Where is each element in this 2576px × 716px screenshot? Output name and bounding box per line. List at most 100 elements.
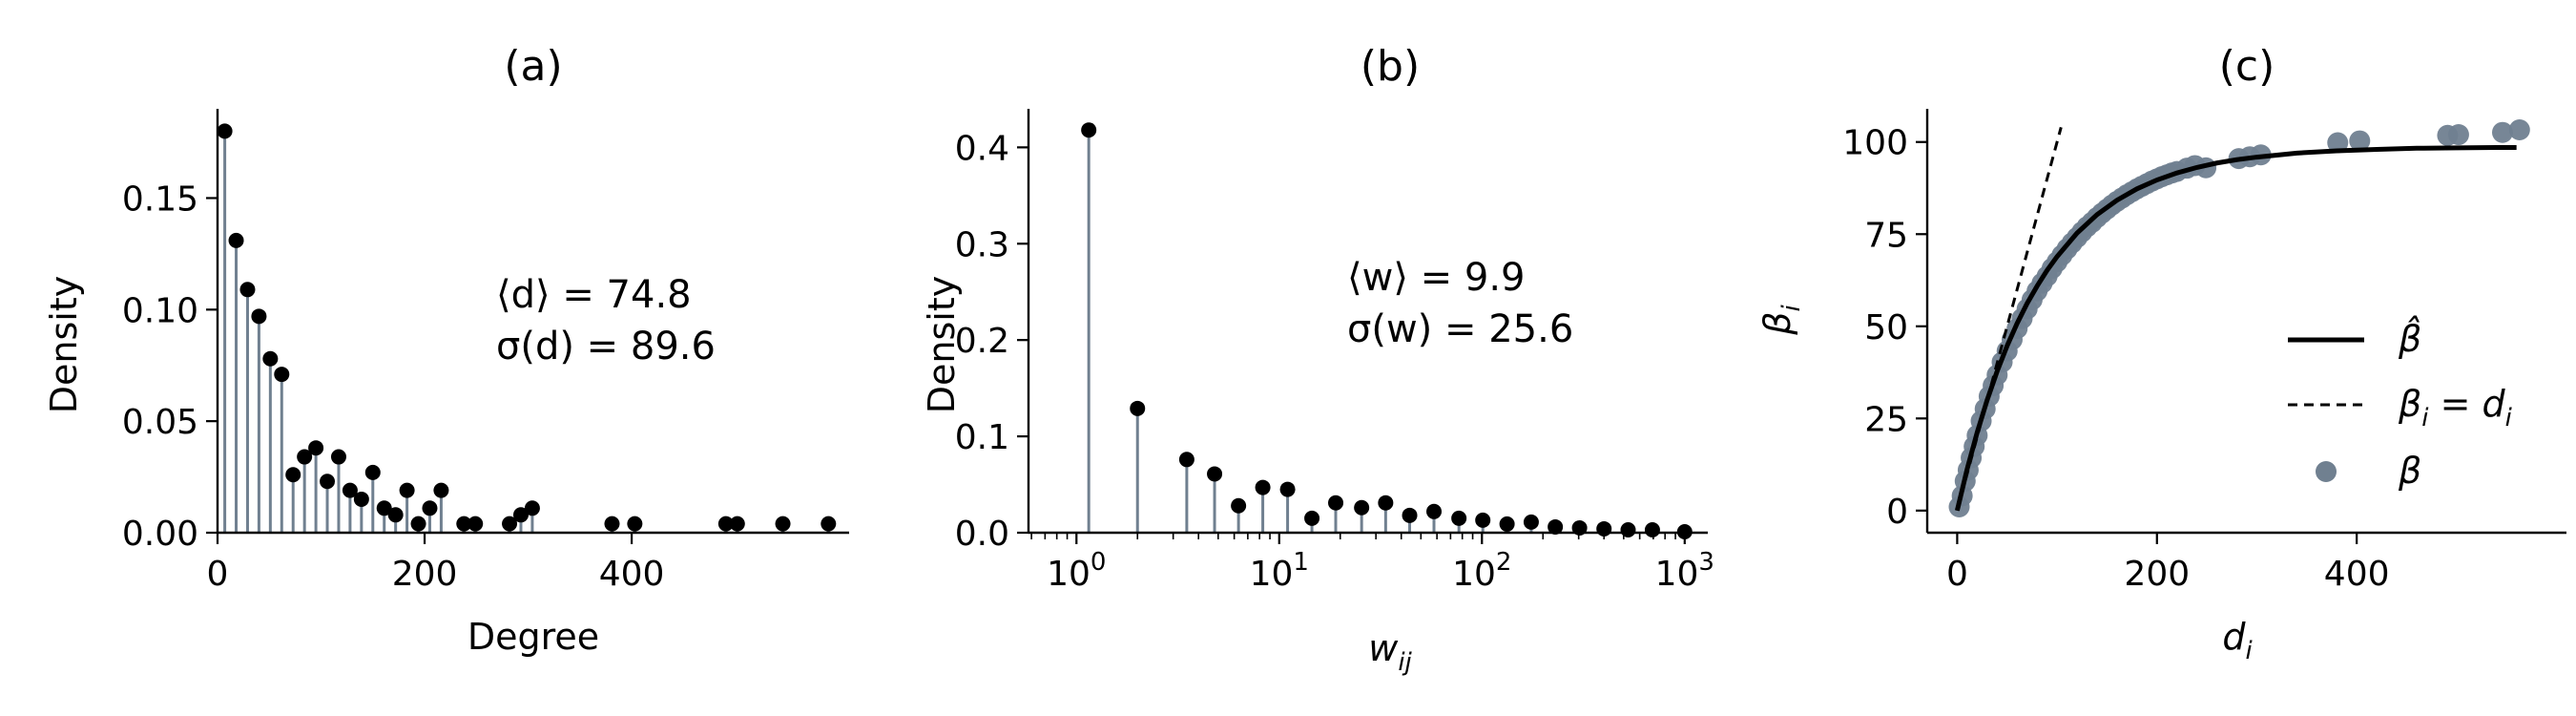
panel-c-title: (c)	[2219, 42, 2275, 91]
panel-b-xlabel: wij	[1368, 627, 1412, 677]
stem-marker	[627, 516, 643, 532]
y-tick-label: 0.2	[955, 322, 1009, 361]
panel-a: (a) 0 200 400 0.00 0.05 0.10 0.15 Degree Densi…	[43, 42, 849, 658]
stem-marker	[1354, 499, 1370, 516]
panel-c-ylabel: βi	[1756, 304, 1806, 335]
stem-marker	[524, 500, 540, 516]
x-tick-label: 400	[2324, 555, 2390, 594]
stem-marker	[1231, 497, 1247, 514]
stem-marker	[717, 516, 734, 532]
y-tick-label: 0.15	[122, 179, 198, 219]
stem-marker	[604, 516, 620, 532]
stem-marker	[775, 516, 791, 532]
y-tick-label: 0	[1886, 493, 1908, 532]
stem-marker	[274, 367, 290, 383]
stem-marker	[1378, 495, 1394, 511]
y-tick-label: 25	[1864, 400, 1908, 439]
stem-marker	[320, 474, 336, 490]
stem-marker	[1499, 516, 1515, 532]
stem-marker	[467, 516, 484, 532]
stem-marker	[251, 308, 267, 325]
stem-marker	[1081, 122, 1097, 138]
legend-scatter-swatch	[2316, 461, 2337, 482]
panel-b-ticks: 100 101 102 103 0.0 0.1 0.2 0.3 0.4	[955, 129, 1714, 594]
x-tick-label: 0	[207, 555, 229, 594]
stem-marker	[330, 449, 346, 465]
stem-marker	[376, 500, 392, 516]
scatter-point	[2492, 121, 2513, 143]
stem-marker	[1523, 514, 1539, 530]
stem-marker	[342, 482, 358, 498]
y-tick-label: 0.3	[955, 225, 1009, 264]
y-tick-label: 50	[1864, 308, 1908, 347]
stem-marker	[217, 123, 233, 139]
stem-marker	[1207, 466, 1223, 482]
stem-marker	[1255, 479, 1271, 495]
identity-line	[1955, 126, 2063, 512]
stem-marker	[410, 516, 426, 532]
y-tick-label: 0.4	[955, 129, 1009, 168]
stem-marker	[239, 282, 256, 298]
stem-marker	[729, 516, 745, 532]
x-tick-label: 101	[1250, 548, 1309, 594]
stem-marker	[422, 500, 438, 516]
stem-marker	[502, 516, 518, 532]
stem-marker	[1402, 507, 1418, 523]
legend-fit-line-label: β̂	[2398, 316, 2421, 360]
panel-c-legend: β̂ βi = di β	[2288, 316, 2513, 492]
panel-b-ylabel: Density	[921, 276, 963, 413]
panel-b-annotation-mean: ⟨w⟩ = 9.9	[1347, 256, 1525, 300]
stem-marker	[1328, 495, 1344, 511]
scatter-point	[2447, 124, 2469, 146]
panel-a-marks	[217, 123, 837, 533]
x-tick-label: 200	[392, 555, 458, 594]
panel-a-title: (a)	[504, 42, 562, 91]
panel-b-annotation-std: σ(w) = 25.6	[1347, 307, 1573, 351]
panel-a-ticks: 0 200 400 0.00 0.05 0.10 0.15	[122, 179, 665, 594]
stem-marker	[1475, 512, 1491, 528]
stem-marker	[399, 482, 415, 498]
stem-marker	[1451, 510, 1467, 526]
panel-a-annotation-std: σ(d) = 89.6	[496, 325, 716, 369]
panel-c-xlabel: di	[2222, 616, 2253, 665]
y-tick-label: 0.0	[955, 515, 1009, 554]
panel-a-annotation-mean: ⟨d⟩ = 74.8	[496, 273, 692, 317]
stem-marker	[285, 467, 301, 483]
stem-marker	[512, 507, 529, 523]
stem-marker	[821, 516, 837, 532]
stem-marker	[1130, 400, 1146, 416]
panel-a-ylabel: Density	[43, 276, 85, 413]
stem-marker	[433, 482, 449, 498]
panel-b: (b) 100 101 102 103 0.0 0.1 0.2 0.3 0.4 wij Dens…	[921, 42, 1714, 677]
scatter-point	[2508, 119, 2530, 141]
x-tick-label: 103	[1655, 548, 1714, 594]
y-tick-label: 100	[1842, 124, 1908, 163]
panel-a-xlabel: Degree	[467, 616, 599, 658]
stem-marker	[364, 464, 381, 480]
stem-marker	[1304, 510, 1320, 526]
stem-marker	[228, 232, 244, 248]
scatter-point	[2349, 130, 2371, 152]
stem-marker	[1178, 452, 1195, 468]
stem-marker	[1644, 521, 1660, 537]
stem-marker	[387, 507, 404, 523]
stem-marker	[262, 350, 279, 367]
stem-marker	[1548, 518, 1564, 535]
scatter-point	[2327, 132, 2349, 154]
stem-marker	[456, 516, 472, 532]
y-tick-label: 0.00	[122, 515, 198, 554]
panel-c-marks	[1948, 119, 2530, 517]
x-tick-label: 200	[2124, 555, 2190, 594]
stem-marker	[1620, 521, 1636, 537]
y-tick-label: 75	[1864, 216, 1908, 255]
y-tick-label: 0.1	[955, 418, 1009, 457]
y-tick-label: 0.05	[122, 403, 198, 442]
x-tick-label: 400	[599, 555, 665, 594]
stem-marker	[308, 440, 324, 456]
legend-identity-line-label: βi = di	[2398, 383, 2513, 432]
panel-c-ticks: 0 200 400 0 25 50 75 100	[1842, 124, 2389, 594]
panel-b-title: (b)	[1361, 42, 1420, 91]
stem-marker	[1279, 481, 1296, 497]
legend-scatter-label: β	[2398, 450, 2421, 492]
